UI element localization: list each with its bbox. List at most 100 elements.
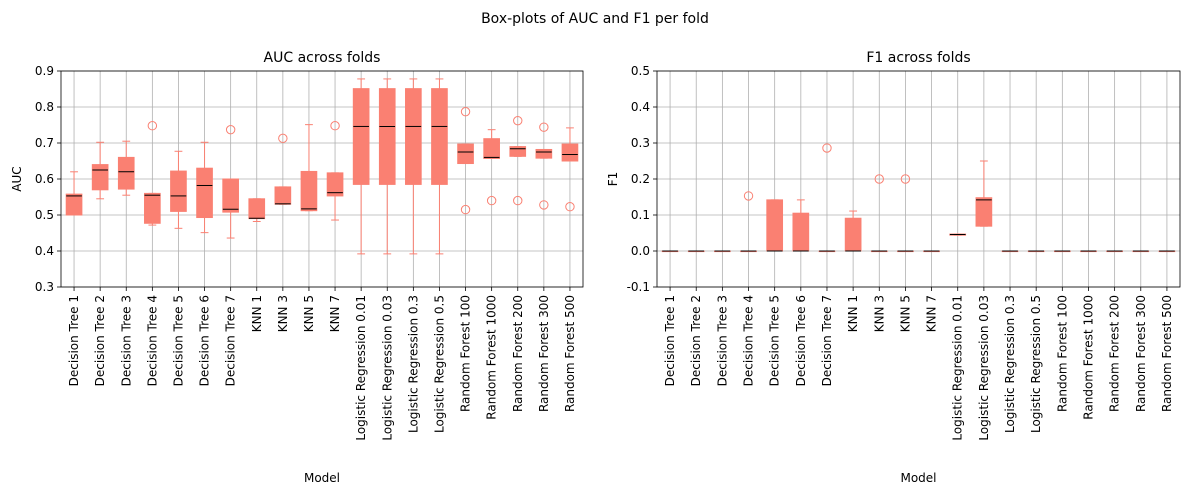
box-body bbox=[561, 143, 579, 162]
y-tick-label: 0.5 bbox=[631, 64, 650, 78]
y-tick-label: 0.7 bbox=[35, 136, 54, 150]
box-2 bbox=[91, 141, 109, 200]
x-tick-label: KNN 5 bbox=[898, 295, 912, 332]
box-10 bbox=[300, 124, 318, 212]
box-16 bbox=[457, 106, 474, 215]
outlier-point bbox=[539, 200, 549, 210]
x-tick-label: Decision Tree 1 bbox=[67, 295, 81, 386]
x-tick-label: Decision Tree 7 bbox=[224, 295, 238, 386]
box-5 bbox=[766, 199, 784, 252]
outlier-point bbox=[822, 143, 832, 153]
y-tick-label: 0.3 bbox=[631, 136, 650, 150]
x-tick-label: Random Forest 300 bbox=[537, 295, 551, 412]
x-tick-label: Decision Tree 2 bbox=[689, 295, 703, 386]
x-tick-label: KNN 3 bbox=[276, 295, 290, 332]
box-17 bbox=[1080, 250, 1097, 253]
x-tick-label: Random Forest 300 bbox=[1134, 295, 1148, 412]
box-body bbox=[196, 167, 213, 219]
x-tick-label: KNN 7 bbox=[328, 295, 342, 332]
x-tick-label: Random Forest 500 bbox=[563, 295, 577, 412]
outlier-point bbox=[539, 122, 549, 132]
box-2 bbox=[687, 250, 705, 253]
x-tick-label: Random Forest 1000 bbox=[1081, 295, 1095, 420]
box-18 bbox=[1106, 250, 1123, 253]
box-14 bbox=[1001, 250, 1019, 253]
outlier-point bbox=[460, 204, 471, 215]
y-tick-label: 0.6 bbox=[35, 172, 54, 186]
x-tick-label: KNN 1 bbox=[250, 295, 264, 332]
x-tick-label: Random Forest 200 bbox=[511, 295, 525, 412]
y-tick-label: 0.4 bbox=[631, 100, 650, 114]
box-10 bbox=[897, 174, 914, 253]
box-1 bbox=[65, 171, 83, 216]
x-tick-label: Decision Tree 3 bbox=[119, 295, 133, 386]
x-tick-label: Decision Tree 7 bbox=[820, 295, 834, 386]
y-tick-label: -0.1 bbox=[627, 280, 650, 294]
f1-subplot: -0.1 0.0 0.1 0.2 0.3 0.4 0.5 Decision Tree 1 Dec… bbox=[606, 50, 1181, 485]
outlier-point bbox=[743, 191, 754, 201]
subplot-title: AUC across folds bbox=[264, 50, 381, 66]
box-body bbox=[509, 146, 527, 157]
y-tick-label: 0.5 bbox=[35, 208, 54, 222]
box-4 bbox=[144, 121, 161, 226]
y-tick-label: 0.2 bbox=[631, 172, 650, 186]
box-12 bbox=[352, 78, 370, 255]
box-12 bbox=[949, 233, 967, 236]
box-8 bbox=[844, 210, 862, 252]
x-tick-label: Random Forest 200 bbox=[1108, 295, 1122, 412]
x-axis-label: Model bbox=[900, 471, 936, 485]
outlier-point bbox=[278, 133, 288, 144]
box-body bbox=[91, 164, 109, 191]
box-3 bbox=[714, 250, 731, 253]
y-tick-label: 0.9 bbox=[35, 64, 54, 78]
x-tick-label: Logistic Regression 0.5 bbox=[432, 295, 446, 433]
x-tick-label: Random Forest 100 bbox=[459, 295, 473, 412]
outlier-point bbox=[565, 202, 575, 212]
x-tick-label: Decision Tree 4 bbox=[145, 295, 159, 386]
figure-title: Box-plots of AUC and F1 per fold bbox=[481, 11, 709, 27]
box-11 bbox=[326, 121, 344, 221]
box-body bbox=[274, 186, 292, 205]
box-body bbox=[222, 178, 239, 213]
x-tick-label: Decision Tree 5 bbox=[768, 295, 782, 386]
y-tick-label: 0.4 bbox=[35, 244, 54, 258]
x-tick-label: KNN 5 bbox=[302, 295, 316, 332]
x-tick-label: Decision Tree 4 bbox=[742, 295, 756, 386]
x-tick-label: Logistic Regression 0.01 bbox=[951, 295, 965, 441]
box-1 bbox=[661, 250, 679, 253]
x-tick-label: Decision Tree 5 bbox=[171, 295, 185, 386]
box-14 bbox=[405, 78, 422, 255]
x-tick-label: Logistic Regression 0.3 bbox=[406, 295, 420, 433]
subplot-title: F1 across folds bbox=[866, 50, 970, 66]
outlier-point bbox=[513, 195, 523, 206]
box-body bbox=[170, 170, 187, 212]
y-tick-label: 0.0 bbox=[631, 244, 650, 258]
box-7 bbox=[818, 143, 836, 253]
x-tick-label: KNN 1 bbox=[846, 295, 860, 332]
box-9 bbox=[870, 174, 888, 253]
box-13 bbox=[378, 78, 396, 255]
box-11 bbox=[923, 250, 940, 253]
outlier-point bbox=[486, 195, 497, 206]
box-body bbox=[248, 198, 266, 220]
box-body bbox=[65, 193, 83, 216]
x-tick-label: Decision Tree 3 bbox=[715, 295, 729, 386]
box-6 bbox=[792, 199, 810, 252]
box-body bbox=[457, 143, 474, 165]
auc-subplot: 0.3 0.4 0.5 0.6 0.7 0.8 0.9 Decision Tree 1 Deci… bbox=[10, 50, 584, 485]
outlier-point bbox=[900, 174, 911, 184]
y-tick-label: 0.8 bbox=[35, 100, 54, 114]
outlier-point bbox=[147, 121, 158, 131]
x-tick-label: Logistic Regression 0.5 bbox=[1029, 295, 1043, 433]
box-body bbox=[431, 88, 448, 185]
box-4 bbox=[740, 191, 757, 253]
box-3 bbox=[117, 140, 135, 196]
box-body bbox=[792, 212, 810, 252]
box-20 bbox=[561, 127, 579, 212]
box-body bbox=[300, 170, 318, 212]
box-body bbox=[766, 199, 784, 252]
x-tick-label: Logistic Regression 0.3 bbox=[1003, 295, 1017, 433]
outlier-point bbox=[513, 115, 523, 126]
x-tick-label: Decision Tree 6 bbox=[198, 295, 212, 386]
